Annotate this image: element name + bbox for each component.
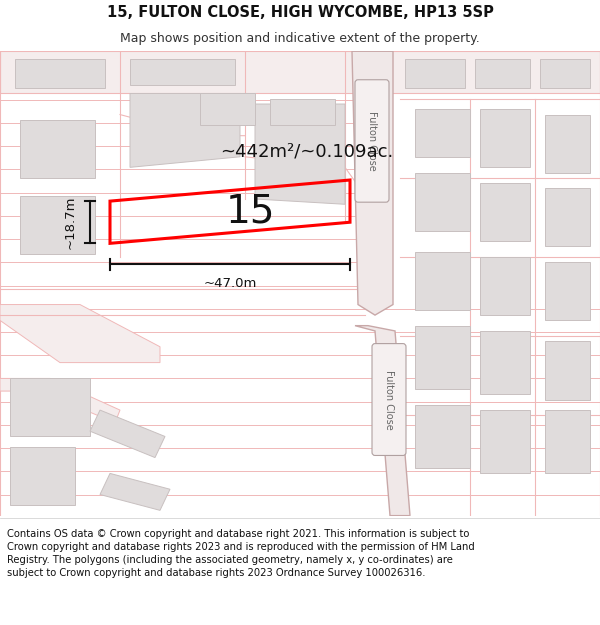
Polygon shape [355,326,410,516]
Bar [545,341,590,399]
Text: Contains OS data © Crown copyright and database right 2021. This information is : Contains OS data © Crown copyright and d… [7,529,475,578]
Bar [200,94,255,125]
Polygon shape [10,447,75,505]
Bar [545,114,590,172]
Text: Map shows position and indicative extent of the property.: Map shows position and indicative extent… [120,32,480,45]
Text: ~18.7m: ~18.7m [64,196,77,249]
Bar [545,189,590,246]
Polygon shape [0,304,160,362]
Polygon shape [352,51,393,315]
Bar [480,331,530,394]
Bar [415,252,470,310]
Bar [270,99,335,125]
Polygon shape [100,473,170,511]
Bar [545,262,590,321]
Text: 15, FULTON CLOSE, HIGH WYCOMBE, HP13 5SP: 15, FULTON CLOSE, HIGH WYCOMBE, HP13 5SP [107,5,493,20]
Bar [475,59,530,88]
Polygon shape [255,104,345,204]
Bar [405,59,465,88]
FancyBboxPatch shape [372,344,406,456]
Bar [480,410,530,473]
Text: ~47.0m: ~47.0m [203,277,257,290]
Bar [130,59,235,85]
Polygon shape [10,378,90,436]
Bar [20,196,95,254]
Bar [415,326,470,389]
Text: ~442m²/~0.109ac.: ~442m²/~0.109ac. [220,142,393,161]
Bar [545,410,590,473]
Polygon shape [130,94,240,168]
Bar [415,173,470,231]
Bar [540,59,590,88]
Text: 15: 15 [225,192,275,231]
Bar [480,183,530,241]
Polygon shape [90,410,165,458]
Bar [480,109,530,168]
Bar [415,109,470,157]
Bar [480,257,530,315]
Polygon shape [0,51,600,94]
Text: Fulton Close: Fulton Close [367,111,377,171]
Bar [415,405,470,468]
FancyBboxPatch shape [355,80,389,202]
Bar [15,59,105,88]
Text: Fulton Close: Fulton Close [384,369,394,429]
Bar [20,120,95,178]
Polygon shape [0,378,120,423]
